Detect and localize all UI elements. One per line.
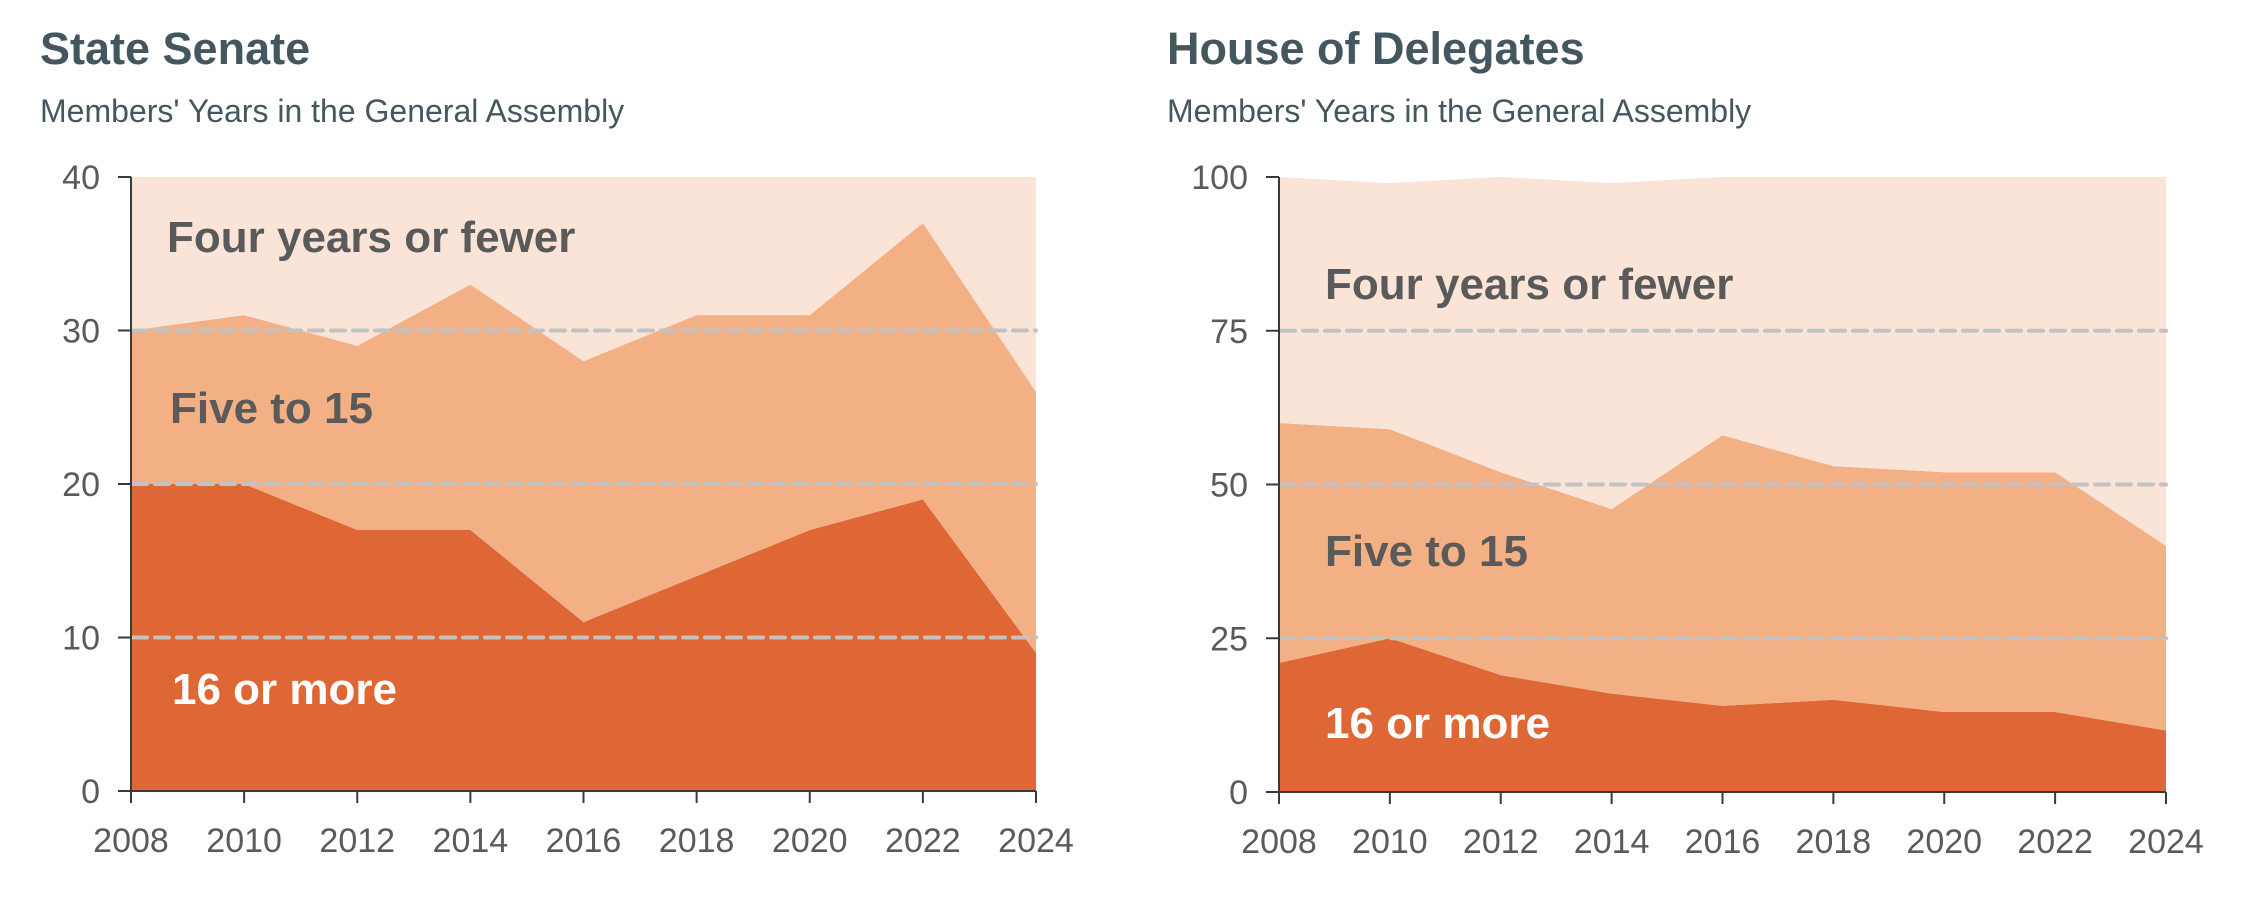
y-tick-label: 0: [1229, 774, 1248, 812]
area-label-16-or-more: 16 or more: [172, 665, 397, 714]
y-tick-label: 10: [62, 620, 100, 658]
y-tick-label: 30: [62, 313, 100, 351]
area-16-or-more: [1279, 638, 2166, 792]
state-senate-chart: State Senate Members' Years in the Gener…: [40, 23, 1074, 860]
chart-subtitle: Members' Years in the General Assembly: [40, 93, 624, 129]
gridlines: [131, 328, 1038, 640]
x-tick-label: 2016: [1685, 823, 1761, 861]
area-label-four-years-or-fewer: Four years or fewer: [1325, 260, 1733, 309]
y-tick-label: 40: [62, 159, 100, 197]
x-tick-label: 2014: [433, 822, 509, 860]
area-four-years-or-fewer: [131, 177, 1036, 392]
y-tick-label: 100: [1191, 159, 1248, 197]
area-label-16-or-more: 16 or more: [1325, 699, 1550, 748]
gridlines: [1279, 328, 2168, 641]
y-tick-label: 0: [81, 773, 100, 811]
x-tick-label: 2024: [2128, 823, 2204, 861]
x-tick-label: 2022: [885, 822, 961, 860]
x-tick-label: 2014: [1574, 823, 1650, 861]
x-tick-label: 2022: [2017, 823, 2093, 861]
chart-title: State Senate: [40, 23, 310, 74]
area-label-five-to-15: Five to 15: [1325, 527, 1528, 576]
area-label-five-to-15: Five to 15: [170, 384, 373, 433]
x-tick-label: 2012: [319, 822, 395, 860]
axes: 0 10 20 30 40 2008 2010 2012 2014 2016 2018 2020 202…: [62, 159, 1074, 860]
area-labels: 16 or more Five to 15 Four years or fewer: [1325, 260, 1733, 748]
x-tick-label: 2012: [1463, 823, 1539, 861]
x-tick-label: 2008: [93, 822, 169, 860]
x-tick-label: 2010: [206, 822, 282, 860]
x-tick-label: 2018: [659, 822, 735, 860]
x-tick-label: 2020: [772, 822, 848, 860]
area-four-years-or-fewer: [1279, 177, 2166, 546]
area-five-to-15: [131, 223, 1036, 653]
area-label-four-years-or-fewer: Four years or fewer: [167, 213, 575, 262]
y-tick-label: 50: [1210, 467, 1248, 505]
x-tick-label: 2016: [546, 822, 622, 860]
x-tick-label: 2024: [998, 822, 1074, 860]
x-tick-label: 2018: [1796, 823, 1872, 861]
x-tick-label: 2020: [1906, 823, 1982, 861]
house-of-delegates-chart: House of Delegates Members' Years in the…: [1167, 23, 2204, 861]
chart-title: House of Delegates: [1167, 23, 1585, 74]
x-tick-label: 2010: [1352, 823, 1428, 861]
chart-subtitle: Members' Years in the General Assembly: [1167, 93, 1751, 129]
area-five-to-15: [1279, 423, 2166, 731]
y-tick-label: 20: [62, 466, 100, 504]
area-layers: [1279, 177, 2166, 792]
area-labels: 16 or more Five to 15 Four years or fewer: [167, 213, 575, 714]
axes: 0 25 50 75 100 2008 2010 2012 2014 2016 2018 2020 20…: [1191, 159, 2204, 861]
x-tick-label: 2008: [1241, 823, 1317, 861]
y-tick-label: 25: [1210, 620, 1248, 658]
y-tick-label: 75: [1210, 313, 1248, 351]
